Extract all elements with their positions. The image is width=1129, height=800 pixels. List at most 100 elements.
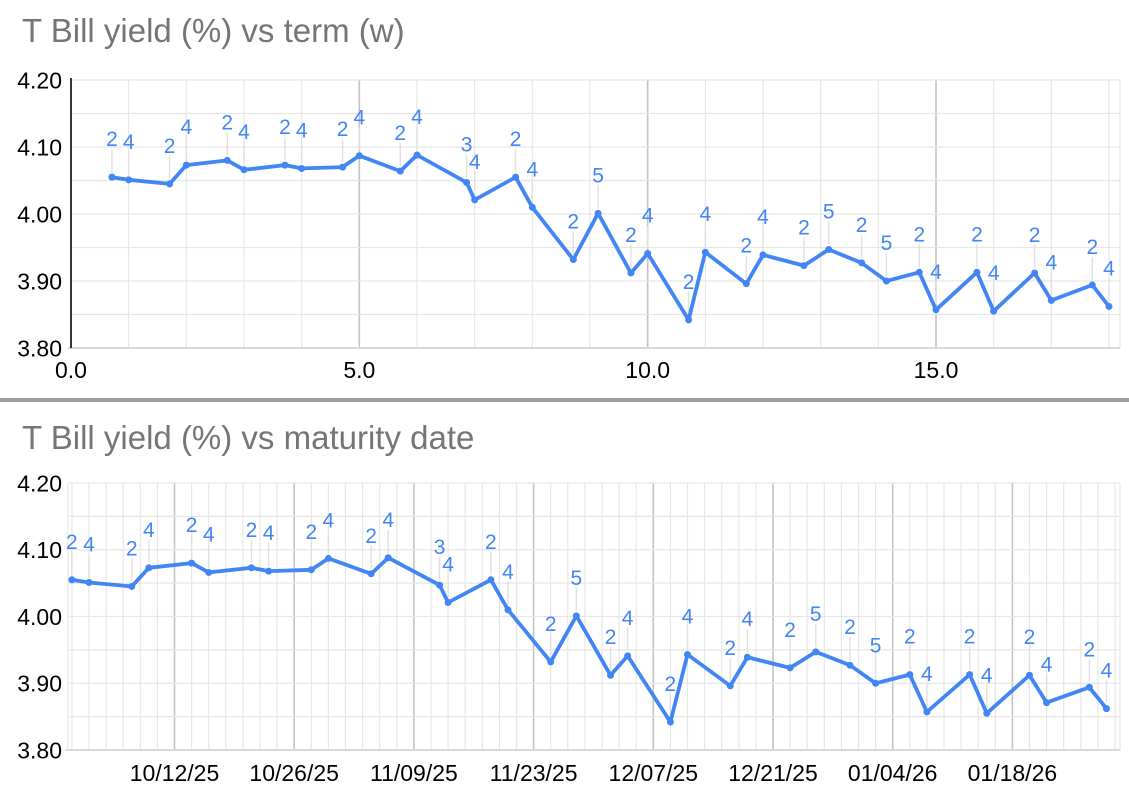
data-point[interactable] [528,203,536,211]
data-point[interactable] [145,564,153,572]
data-point[interactable] [413,151,421,159]
point-weekday-label: 3 [461,134,473,157]
data-point[interactable] [367,570,375,578]
data-point[interactable] [882,277,890,285]
data-point[interactable] [906,671,914,679]
data-point[interactable] [572,612,580,620]
data-point[interactable] [966,671,974,679]
data-point[interactable] [125,176,133,184]
data-point[interactable] [182,161,190,169]
point-weekday-label: 2 [1029,224,1041,247]
data-point[interactable] [281,161,289,169]
data-point[interactable] [355,152,363,160]
point-weekday-label: 2 [913,223,925,246]
data-point[interactable] [240,166,248,174]
data-point[interactable] [932,306,940,314]
data-point[interactable] [685,316,693,324]
data-point[interactable] [627,269,635,277]
data-point[interactable] [759,251,767,259]
data-point[interactable] [1031,269,1039,277]
data-point[interactable] [384,554,392,562]
data-point[interactable] [923,708,931,716]
data-point[interactable] [463,179,471,187]
data-point[interactable] [1088,281,1096,289]
data-point[interactable] [701,248,709,256]
data-point[interactable] [166,180,174,188]
x-tick-label: 15.0 [914,357,959,383]
data-point[interactable] [569,256,577,264]
chart2-x-axis-labels: 10/12/25 10/26/25 11/09/25 11/23/25 12/07/25… [130,760,1057,786]
data-point[interactable] [223,156,231,164]
data-point[interactable] [128,582,136,590]
x-tick-label: 12/21/25 [728,760,818,786]
y-tick-label: 3.90 [17,268,62,294]
data-point[interactable] [644,250,652,258]
data-point[interactable] [684,651,691,659]
data-point[interactable] [825,246,833,254]
point-weekday-label: 2 [106,128,118,151]
point-weekday-label: 4 [180,116,192,139]
data-point[interactable] [846,661,854,669]
point-weekday-label: 4 [296,119,308,142]
data-point[interactable] [547,658,555,666]
data-point[interactable] [800,262,808,270]
data-point[interactable] [607,671,615,679]
data-point[interactable] [444,598,452,606]
data-point[interactable] [487,576,495,584]
data-point[interactable] [85,578,93,586]
data-point[interactable] [1102,705,1110,713]
yield-series-line[interactable] [70,555,1109,724]
data-point[interactable] [298,164,306,172]
data-point[interactable] [915,268,923,276]
data-point[interactable] [973,268,981,276]
data-point[interactable] [1043,699,1051,707]
data-point[interactable] [247,564,255,572]
data-point[interactable] [307,566,315,574]
chart1-axes [68,78,1120,349]
data-point[interactable] [872,679,880,687]
yield-series-line[interactable] [110,153,1111,322]
x-tick-label: 01/18/26 [968,760,1058,786]
data-point[interactable] [990,307,998,315]
data-point[interactable] [594,209,602,217]
data-point[interactable] [624,652,632,660]
y-tick-label: 4.20 [17,67,62,93]
point-weekday-label: 5 [881,232,893,255]
data-point[interactable] [743,653,751,661]
chart2-series[interactable] [68,554,1110,726]
data-point[interactable] [812,648,820,656]
data-point[interactable] [1026,671,1033,679]
data-point[interactable] [786,664,794,672]
data-point[interactable] [726,682,734,690]
data-point[interactable] [742,280,750,288]
point-weekday-label: 4 [203,523,215,546]
point-weekday-label: 2 [337,118,349,141]
chart2-y-axis-labels: 4.20 4.10 4.00 3.90 3.80 [17,470,62,763]
data-point[interactable] [108,173,116,181]
chart1-series[interactable] [108,151,1113,324]
data-point[interactable] [324,554,332,562]
point-weekday-label: 2 [784,619,796,642]
data-point[interactable] [265,567,273,575]
data-point[interactable] [471,196,479,204]
data-point[interactable] [205,568,213,576]
data-point[interactable] [858,259,866,267]
data-point[interactable] [396,167,404,175]
point-weekday-label: 4 [83,533,95,556]
data-point[interactable] [666,718,674,726]
data-point[interactable] [504,606,512,614]
data-point[interactable] [339,163,347,171]
data-point[interactable] [983,709,991,717]
point-weekday-label: 4 [642,205,654,228]
data-point[interactable] [188,559,196,567]
data-point[interactable] [1105,302,1113,310]
data-point[interactable] [1085,683,1093,691]
data-point[interactable] [512,173,520,181]
point-weekday-label: 2 [126,537,138,560]
point-weekday-label: 4 [921,663,933,686]
data-point[interactable] [1047,296,1055,304]
data-point[interactable] [436,581,444,589]
data-point[interactable] [68,576,76,584]
chart1-gridlines [70,79,1121,349]
